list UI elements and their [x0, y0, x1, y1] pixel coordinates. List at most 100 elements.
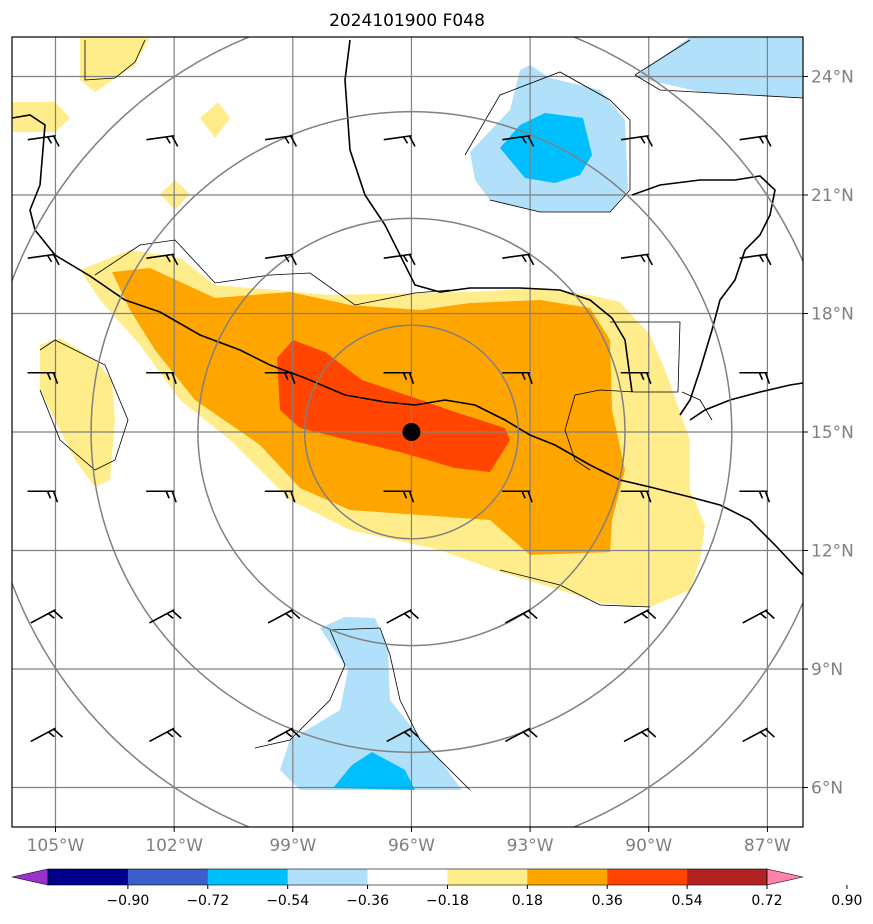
chart-title: 2024101900 F048 — [329, 11, 485, 31]
wind-barb — [383, 253, 416, 266]
anomaly-contour-neg-018-c — [280, 617, 462, 790]
colorbar-tick-label: −0.36 — [346, 893, 389, 909]
country-border-4 — [681, 391, 713, 421]
state-border-1 — [84, 39, 146, 81]
colorbar-extend-max — [766, 868, 804, 886]
y-tick-label: 21°N — [811, 186, 854, 206]
wind-barb — [502, 253, 535, 266]
x-tick-label: 90°W — [625, 836, 672, 856]
colorbar-segment — [367, 869, 448, 885]
x-tick-label: 105°W — [27, 836, 85, 856]
coastlines — [12, 39, 803, 576]
wind-barb — [149, 727, 182, 743]
colorbar-segment — [447, 869, 528, 885]
wind-barb — [383, 371, 415, 385]
colorbar-segment — [687, 869, 768, 885]
range-ring — [303, 324, 519, 540]
state-border-4 — [464, 71, 631, 213]
colorbar-segment — [527, 869, 608, 885]
wind-barb — [267, 727, 301, 743]
colorbar-tick-label: −0.18 — [426, 893, 469, 909]
coastline-pacific — [12, 114, 803, 576]
wind-barb — [502, 371, 533, 385]
y-tick-label: 6°N — [811, 779, 843, 799]
y-tick-label: 9°N — [811, 660, 843, 680]
wind-barb — [267, 609, 301, 624]
y-tick-label: 18°N — [811, 305, 854, 325]
wind-barb — [739, 253, 772, 266]
wind-barb — [27, 134, 60, 147]
x-tick-label: 102°W — [145, 836, 203, 856]
colorbar-outline — [47, 868, 768, 886]
range-ring — [197, 217, 626, 647]
wind-barb — [739, 134, 772, 147]
wind-barb — [30, 609, 63, 624]
colorbar-tick-label: 0.18 — [512, 893, 543, 909]
wind-barb — [502, 134, 535, 147]
coastline-caribbean — [689, 382, 803, 421]
y-tick-label: 12°N — [811, 542, 854, 562]
wind-barb — [742, 727, 775, 743]
wind-barbs — [27, 134, 775, 743]
wind-barb — [739, 490, 771, 503]
wind-barb — [146, 134, 179, 147]
state-border-6 — [254, 629, 346, 749]
wind-barb — [623, 609, 657, 624]
x-tick-label: 93°W — [507, 836, 554, 856]
y-tick-label: 15°N — [811, 423, 854, 443]
longitude-ticks: 105°W 102°W 99°W 96°W 93°W 90°W 87°W — [27, 827, 791, 856]
colorbar-tick-label: 0.90 — [831, 893, 862, 909]
wind-barb — [27, 490, 59, 503]
country-border-3 — [564, 321, 681, 471]
wind-barb — [264, 490, 296, 503]
colorbar-extend-min — [11, 868, 49, 886]
colorbar-tick-label: 0.72 — [751, 893, 782, 909]
colorbar-tick-label: 0.36 — [592, 893, 623, 909]
anomaly-contour-neg-036-b — [333, 752, 415, 790]
wind-barb — [620, 253, 653, 266]
x-tick-label: 99°W — [269, 836, 316, 856]
wind-barb — [383, 490, 415, 503]
y-tick-label: 24°N — [811, 68, 854, 88]
colorbar-segment — [287, 869, 369, 885]
wind-barb — [505, 609, 538, 624]
wind-barb — [30, 727, 63, 743]
wind-barb — [146, 490, 177, 503]
x-tick-label: 96°W — [388, 836, 435, 856]
colorbar: −0.90 −0.72 −0.54 −0.36 −0.18 0.18 0.36 0.54 0.7… — [11, 868, 862, 909]
colorbar-tick-label: −0.90 — [106, 893, 149, 909]
colorbar-tick-label: 0.54 — [672, 893, 703, 909]
wind-barb — [146, 371, 177, 385]
anomaly-contour-neg-036-a — [500, 113, 592, 183]
wind-barb — [623, 727, 657, 743]
anomaly-contour-pos-018-e — [200, 102, 230, 138]
wind-barb — [742, 609, 775, 624]
wind-barb — [146, 253, 179, 266]
anomaly-contour-pos-018-c — [80, 37, 150, 92]
coastline-gulf — [344, 39, 633, 393]
latitude-ticks: 6°N 9°N 12°N 15°N 18°N 21°N 24°N — [803, 68, 854, 799]
wind-barb — [386, 727, 419, 743]
wind-barb — [149, 609, 182, 624]
anomaly-contour-pos-054 — [277, 340, 510, 472]
colorbar-segment — [127, 869, 209, 885]
wind-barb — [264, 371, 296, 385]
x-tick-label: 87°W — [744, 836, 791, 856]
wind-barb — [27, 253, 60, 266]
colorbar-segment — [607, 869, 688, 885]
wind-barb — [620, 134, 653, 147]
wind-barb — [264, 134, 298, 147]
coastline-gulf-east — [631, 175, 776, 416]
borders — [39, 39, 803, 791]
country-border-1 — [634, 39, 691, 76]
wind-barb — [27, 371, 59, 385]
state-border-3 — [39, 339, 129, 471]
wind-barb — [739, 371, 771, 385]
wind-barb — [505, 727, 538, 743]
anomaly-contour-neg-018-b — [635, 37, 803, 98]
range-ring — [90, 110, 733, 754]
wind-barb — [502, 490, 533, 503]
colorbar-segment — [207, 869, 289, 885]
country-border-2 — [634, 74, 803, 99]
